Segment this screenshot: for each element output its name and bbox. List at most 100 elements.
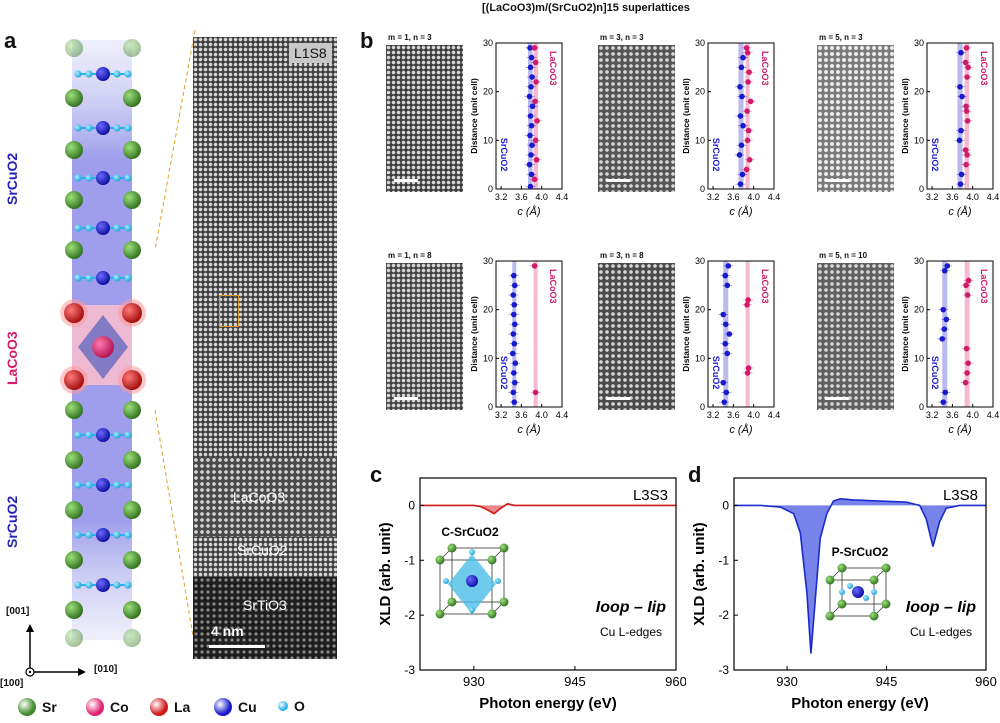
o-atom bbox=[85, 431, 93, 439]
lacoo3-band bbox=[533, 43, 539, 189]
legend-co-icon bbox=[86, 698, 104, 716]
axis-100-center bbox=[28, 670, 32, 674]
sr-atom bbox=[65, 451, 83, 469]
sr-atom bbox=[65, 551, 83, 569]
sr-atom bbox=[825, 611, 835, 621]
y-tick-label: -2 bbox=[718, 608, 729, 622]
y-axis-label: Distance (unit cell) bbox=[900, 78, 910, 154]
srcuo2-point bbox=[943, 316, 950, 323]
stem-layer-lacoo3: LaCoO3 bbox=[233, 489, 286, 505]
x-tick-label: 4.4 bbox=[556, 410, 569, 420]
x-tick-label: 3.2 bbox=[707, 192, 720, 202]
srcuo2-point bbox=[512, 360, 519, 366]
x-axis-label: c (Å) bbox=[517, 423, 541, 436]
stem-thumb-b5 bbox=[598, 263, 675, 410]
sr-atom bbox=[123, 501, 141, 519]
x-axis-label: c (Å) bbox=[948, 205, 972, 217]
o-atom bbox=[124, 581, 132, 589]
srcuo2-point bbox=[511, 379, 518, 386]
x-tick-label: 4.0 bbox=[966, 192, 979, 202]
legend-srcuo2: SrCuO2 bbox=[930, 356, 940, 390]
plot-frame bbox=[733, 477, 987, 671]
lacoo3-point bbox=[964, 118, 971, 124]
o-atom bbox=[871, 589, 877, 595]
lacoo3-point bbox=[532, 137, 539, 144]
srcuo2-point bbox=[740, 54, 746, 61]
y-tick-label: 10 bbox=[695, 135, 705, 145]
atom-legend: Sr Co La Cu O bbox=[0, 698, 370, 720]
legend-lacoo3: LaCoO3 bbox=[760, 51, 770, 86]
lacoo3-band bbox=[533, 261, 538, 407]
xld-chart-d: 930 945 960 0 -1 -2 -3 Photon energy (eV) XLD (a… bbox=[691, 477, 997, 712]
co-atom bbox=[92, 336, 114, 358]
o-atom bbox=[85, 70, 93, 78]
plot-frame bbox=[926, 260, 994, 408]
x-axis-label: c (Å) bbox=[729, 423, 753, 436]
legend-lacoo3: LaCoO3 bbox=[979, 51, 989, 86]
o-atom bbox=[74, 124, 82, 132]
y-tick-label: 30 bbox=[483, 38, 493, 48]
sr-atom bbox=[447, 597, 457, 607]
lacoo3-band bbox=[745, 43, 750, 189]
sr-atom bbox=[65, 241, 83, 259]
axis-label-001: [001] bbox=[6, 606, 30, 617]
axis-label-100: [100] bbox=[0, 678, 24, 689]
lacoo3-point bbox=[743, 45, 750, 51]
legend-o-icon bbox=[278, 701, 288, 711]
sr-atom bbox=[65, 89, 83, 107]
x-tick-label: 930 bbox=[463, 674, 485, 689]
srcuo2-point bbox=[739, 93, 745, 100]
y-axis-label: XLD (arb. unit) bbox=[691, 522, 708, 625]
x-axis-label: c (Å) bbox=[948, 423, 972, 436]
stem-thumb-b1 bbox=[386, 45, 463, 192]
lacoo3-point bbox=[964, 292, 971, 298]
plot-frame bbox=[419, 477, 677, 671]
srcuo2-point bbox=[740, 122, 746, 129]
y-tick-label: 10 bbox=[483, 135, 493, 145]
y-tick-label: 0 bbox=[408, 498, 415, 512]
o-atom bbox=[74, 174, 82, 182]
lacoo3-point bbox=[532, 98, 538, 105]
lacoo3-band bbox=[964, 43, 970, 189]
sr-atom bbox=[123, 89, 141, 107]
cu-atom bbox=[96, 271, 110, 285]
cu-atom bbox=[96, 67, 110, 81]
lacoo3-point bbox=[746, 157, 753, 163]
sr-atom bbox=[499, 597, 509, 607]
y-axis-label: Distance (unit cell) bbox=[681, 78, 691, 154]
scatter-chart-b2: 3.2 3.6 4.0 4.4 0 10 20 30 c (Å) Distance (unit c… bbox=[681, 38, 780, 217]
y-tick-label: 30 bbox=[483, 256, 493, 266]
la-atom bbox=[122, 303, 142, 323]
scale-bar bbox=[209, 645, 265, 648]
panel-letter-d: d bbox=[688, 462, 702, 487]
stem-layer-srtio3: SrTiO3 bbox=[243, 597, 287, 613]
x-tick-label: 4.0 bbox=[535, 192, 548, 202]
srcuo2-point bbox=[739, 171, 746, 178]
o-atom bbox=[85, 174, 93, 182]
y-tick-label: 0 bbox=[700, 184, 705, 194]
lacoo3-point bbox=[744, 370, 751, 376]
srcuo2-point bbox=[959, 93, 965, 100]
y-tick-label: -2 bbox=[404, 608, 415, 622]
lacoo3-point bbox=[963, 345, 970, 352]
srcuo2-point bbox=[737, 181, 744, 187]
sr-atom bbox=[123, 39, 141, 57]
xld-annotation: Ioop – Iip bbox=[906, 599, 976, 616]
sr-atom bbox=[837, 563, 847, 573]
cu-atom bbox=[852, 586, 864, 598]
legend-srcuo2: SrCuO2 bbox=[930, 138, 940, 172]
srcuo2-point bbox=[941, 326, 948, 332]
cu-atom bbox=[96, 528, 110, 542]
plot-frame bbox=[707, 260, 775, 408]
o-atom bbox=[113, 174, 121, 182]
axis-001-arrowhead bbox=[26, 624, 34, 632]
lacoo3-point bbox=[965, 64, 971, 71]
srcuo2-point bbox=[723, 389, 730, 396]
srcuo2-point bbox=[510, 389, 517, 396]
srcuo2-point bbox=[720, 311, 727, 318]
srcuo2-point bbox=[527, 113, 534, 119]
o-atom bbox=[85, 224, 93, 232]
inset-unit-cell bbox=[825, 563, 891, 621]
legend-la-icon bbox=[150, 698, 168, 716]
inset-label: P-SrCuO2 bbox=[832, 545, 889, 559]
